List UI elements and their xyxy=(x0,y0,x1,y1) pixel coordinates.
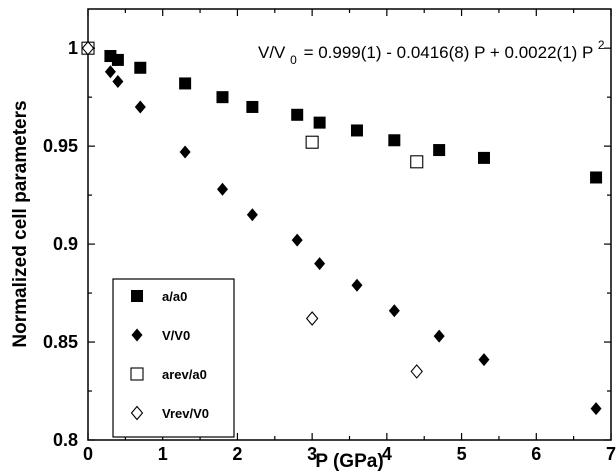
data-point-a-a0 xyxy=(291,108,304,121)
x-tick-label: 3 xyxy=(307,444,317,464)
data-point-a-a0 xyxy=(433,144,446,157)
legend: a/a0 V/V0 arev/a0 Vrev/V0 xyxy=(112,278,235,438)
data-point-a-a0 xyxy=(590,171,603,184)
data-point-a-a0 xyxy=(388,134,401,147)
data-point-vrev-v0 xyxy=(410,364,423,379)
data-point-a-a0 xyxy=(134,61,147,74)
data-points xyxy=(81,40,603,416)
data-point-a-a0 xyxy=(111,53,124,66)
axis-ticks xyxy=(87,9,612,441)
data-point-v-v0 xyxy=(291,233,303,247)
y-tick-label: 0.95 xyxy=(43,136,78,156)
data-point-v-v0 xyxy=(314,257,326,271)
data-point-a-a0 xyxy=(313,116,326,129)
y-axis-title: Normalized cell parameters xyxy=(10,100,31,347)
data-point-a-a0 xyxy=(350,124,363,137)
y-tick-label: 0.85 xyxy=(43,332,78,352)
legend-marker-vrev-v0 xyxy=(130,405,144,421)
x-tick-label: 6 xyxy=(531,444,541,464)
y-tick-label: 0.9 xyxy=(53,234,78,254)
data-point-vrev-v0 xyxy=(305,311,319,326)
legend-label-v-v0: V/V0 xyxy=(162,328,190,343)
legend-marker-v-v0 xyxy=(131,328,143,342)
data-point-a-a0 xyxy=(246,100,259,113)
data-point-arev-a0 xyxy=(81,41,95,55)
data-point-v-v0 xyxy=(433,329,445,343)
fit-equation: V/V 0 = 0.999(1) - 0.0416(8) P + 0.0022(… xyxy=(258,38,605,68)
legend-marker-arev-a0 xyxy=(130,367,144,381)
data-point-v-v0 xyxy=(351,278,363,292)
data-point-arev-a0 xyxy=(410,155,424,169)
x-tick-label: 4 xyxy=(382,444,392,464)
data-point-v-v0 xyxy=(104,65,116,79)
data-point-v-v0 xyxy=(134,100,146,114)
x-tick-label: 5 xyxy=(457,444,467,464)
legend-label-a-a0: a/a0 xyxy=(162,289,187,304)
data-point-vrev-v0 xyxy=(81,40,95,56)
data-point-a-a0 xyxy=(179,77,192,90)
tick-labels: 0 1 2 3 4 5 6 7 0.8 0.85 0.9 0.95 1 xyxy=(43,38,616,464)
data-point-v-v0 xyxy=(179,145,191,159)
legend-markers xyxy=(130,290,144,421)
data-point-v-v0 xyxy=(112,74,124,88)
fit-equation-subscript: 0 xyxy=(290,53,297,67)
legend-label-vrev-v0: Vrev/V0 xyxy=(162,406,209,421)
data-point-a-a0 xyxy=(477,151,490,164)
x-axis-title: P (GPa) xyxy=(315,451,383,472)
x-tick-label: 0 xyxy=(83,444,93,464)
legend-label-arev-a0: arev/a0 xyxy=(162,367,207,382)
x-tick-label: 7 xyxy=(606,444,616,464)
fit-equation-superscript: 2 xyxy=(598,38,605,52)
fit-equation-part1: V/V xyxy=(258,43,286,62)
data-point-v-v0 xyxy=(590,402,602,416)
data-point-a-a0 xyxy=(216,91,229,104)
x-tick-label: 2 xyxy=(232,444,242,464)
data-point-arev-a0 xyxy=(305,135,319,149)
data-point-v-v0 xyxy=(388,304,400,318)
x-tick-label: 1 xyxy=(158,444,168,464)
y-tick-label: 1 xyxy=(68,38,78,58)
legend-marker-a-a0 xyxy=(131,290,143,302)
data-point-v-v0 xyxy=(246,208,258,222)
data-point-v-v0 xyxy=(478,353,490,367)
y-tick-label: 0.8 xyxy=(53,430,78,450)
fit-equation-part2: = 0.999(1) - 0.0416(8) P + 0.0022(1) P xyxy=(304,43,594,62)
data-point-v-v0 xyxy=(216,182,228,196)
